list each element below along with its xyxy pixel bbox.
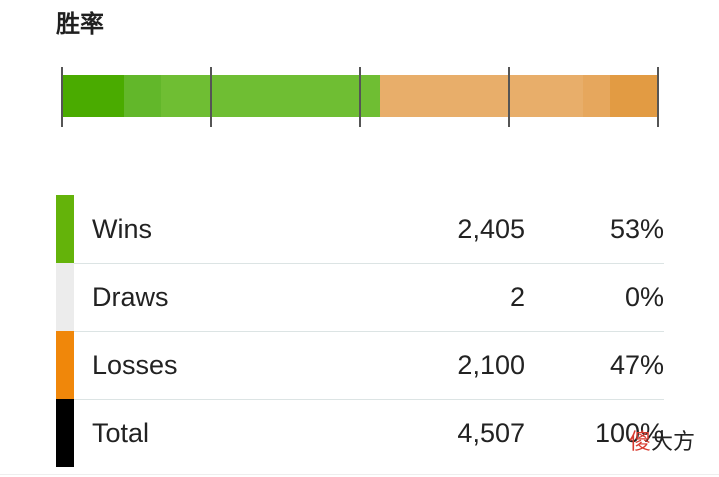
- draws-color-swatch: [56, 263, 74, 331]
- total-color-swatch: [56, 399, 74, 467]
- stats-row-total: Total 4,507 100%: [56, 399, 664, 467]
- watermark-rest: 大方: [651, 430, 696, 455]
- row-label: Losses: [92, 349, 178, 380]
- row-label: Total: [92, 417, 150, 448]
- bar-segment-wins-part1: [62, 75, 124, 117]
- bottom-divider: [0, 474, 719, 475]
- bar-segment-losses-part1: [380, 75, 583, 117]
- row-count: 2,405: [457, 213, 525, 244]
- watermark: 傻大方: [629, 424, 695, 456]
- row-count: 2,100: [457, 349, 525, 380]
- bar-segment-wins-part2: [124, 75, 161, 117]
- watermark-first-char: 傻: [629, 430, 652, 455]
- bar-segment-losses-part3: [610, 75, 658, 117]
- stats-row-wins: Wins 2,405 53%: [56, 195, 664, 263]
- stats-row-draws: Draws 2 0%: [56, 263, 664, 331]
- result-bar: [62, 75, 658, 117]
- row-label: Draws: [92, 281, 169, 312]
- row-label: Wins: [92, 213, 152, 244]
- bar-segment-losses-part2: [583, 75, 610, 117]
- row-percent: 100%: [594, 417, 664, 448]
- page-title: 胜率: [56, 10, 104, 38]
- row-count: 2: [509, 281, 525, 312]
- row-percent: 53%: [609, 213, 664, 244]
- win-loss-bar: [61, 67, 659, 127]
- row-percent: 47%: [609, 349, 664, 380]
- wins-color-swatch: [56, 195, 74, 263]
- stats-table: Wins 2,405 53% Draws 2 0% Losses 2,100 4…: [56, 195, 664, 467]
- bar-segment-wins-part3: [161, 75, 380, 117]
- stats-row-losses: Losses 2,100 47%: [56, 331, 664, 399]
- row-count: 4,507: [457, 417, 525, 448]
- losses-color-swatch: [56, 331, 74, 399]
- row-percent: 0%: [624, 281, 664, 312]
